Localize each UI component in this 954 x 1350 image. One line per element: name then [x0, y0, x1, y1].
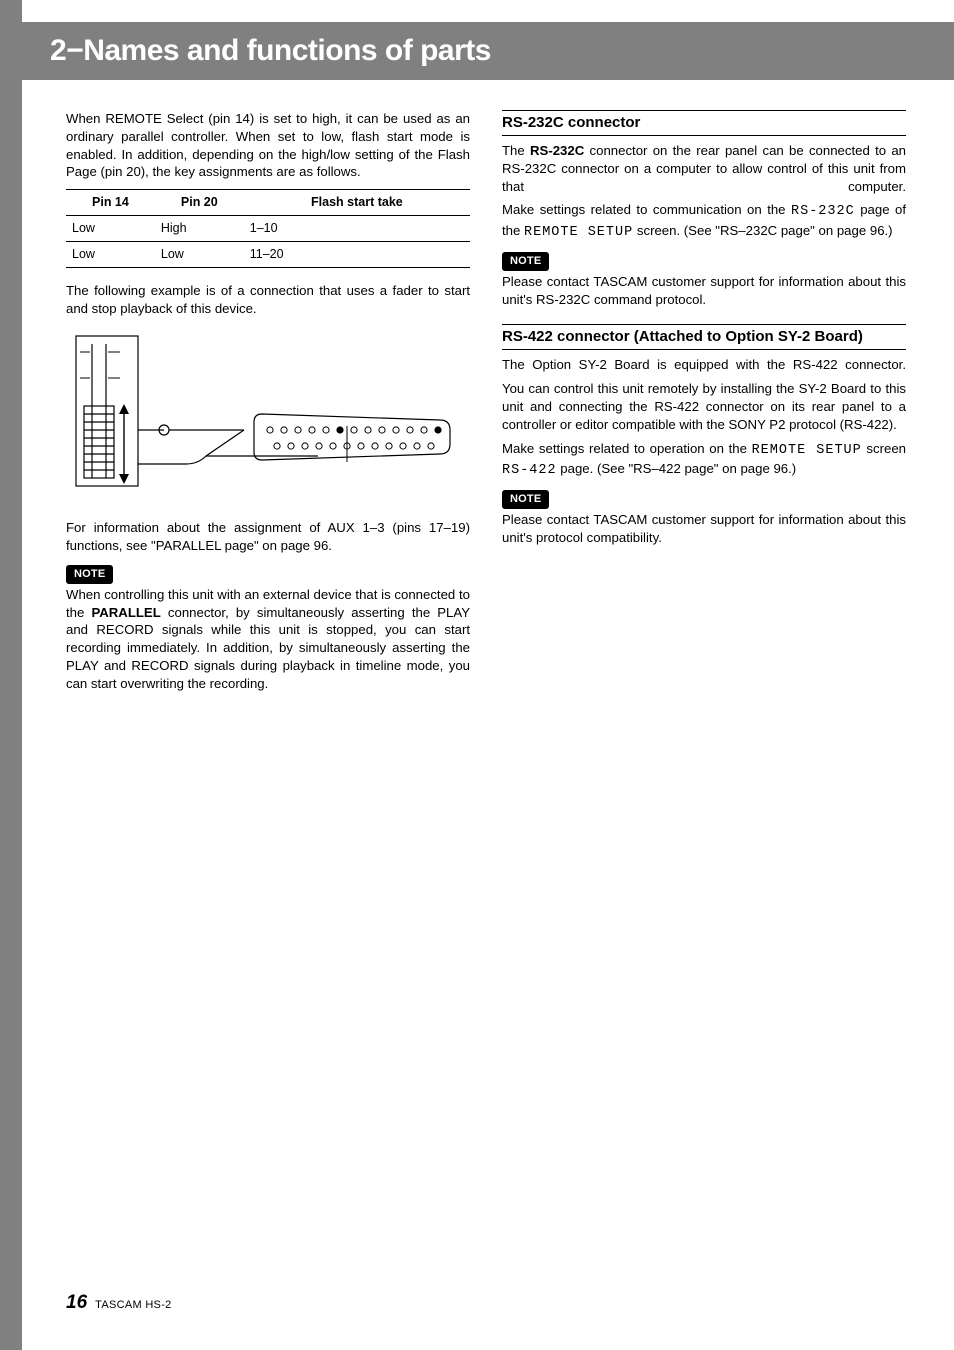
section-rule-thin	[502, 135, 906, 136]
th-pin20: Pin 20	[155, 190, 244, 216]
mono-text: REMOTE SETUP	[524, 225, 633, 240]
text: screen. (See "RS–232C page" on page 96.)	[633, 223, 892, 238]
rs422-p2: You can control this unit remotely by in…	[502, 380, 906, 433]
footer: 16 TASCAM HS-2	[66, 1292, 172, 1314]
page-number: 16	[66, 1292, 87, 1314]
th-flash: Flash start take	[244, 190, 470, 216]
text: Make settings related to operation on th…	[502, 441, 752, 456]
table-row: Low High 1–10	[66, 216, 470, 242]
flash-start-table: Pin 14 Pin 20 Flash start take Low High …	[66, 189, 470, 268]
text: Make settings related to communication o…	[502, 202, 791, 217]
table-row: Low Low 11–20	[66, 242, 470, 268]
footer-product: TASCAM HS-2	[95, 1299, 171, 1311]
td: 11–20	[244, 242, 470, 268]
content-columns: When REMOTE Select (pin 14) is set to hi…	[0, 80, 954, 699]
table-header-row: Pin 14 Pin 20 Flash start take	[66, 190, 470, 216]
header: 2−Names and functions of parts	[22, 0, 954, 80]
page: 2−Names and functions of parts When REMO…	[0, 0, 954, 1350]
section-rule-heavy	[502, 324, 906, 325]
section-title-rs422: RS-422 connector (Attached to Option SY-…	[502, 328, 906, 346]
rs232c-note: Please contact TASCAM customer support f…	[502, 273, 906, 309]
td: Low	[155, 242, 244, 268]
mono-text: REMOTE SETUP	[752, 443, 862, 458]
rs422-p3: Make settings related to operation on th…	[502, 440, 906, 480]
note-paragraph: When controlling this unit with an exter…	[66, 586, 470, 693]
section-rule-thin	[502, 349, 906, 350]
right-column: RS-232C connector The RS-232C connector …	[502, 110, 906, 699]
parallel-connector-icon	[254, 414, 450, 460]
chapter-band: 2−Names and functions of parts	[22, 22, 954, 80]
aux-paragraph: For information about the assignment of …	[66, 519, 470, 555]
mono-text: RS-422	[502, 463, 557, 478]
note-badge: NOTE	[502, 490, 549, 509]
text: The	[502, 143, 530, 158]
fader-connector-diagram	[66, 330, 463, 497]
rs422-note: Please contact TASCAM customer support f…	[502, 511, 906, 547]
section-rule-heavy	[502, 110, 906, 111]
left-margin-bar	[0, 0, 22, 1350]
rs232c-p1: The RS-232C connector on the rear panel …	[502, 142, 906, 195]
th-pin14: Pin 14	[66, 190, 155, 216]
td: Low	[66, 216, 155, 242]
note-badge: NOTE	[502, 252, 549, 271]
chapter-title: 2−Names and functions of parts	[50, 34, 491, 68]
fader-caption: The following example is of a connection…	[66, 282, 470, 318]
spacer	[502, 314, 906, 324]
section-title-rs232c: RS-232C connector	[502, 114, 906, 132]
left-column: When REMOTE Select (pin 14) is set to hi…	[66, 110, 470, 699]
fader-outline	[76, 336, 138, 486]
note-bold: PARALLEL	[91, 605, 160, 620]
td: Low	[66, 242, 155, 268]
td: 1–10	[244, 216, 470, 242]
text: page. (See "RS–422 page" on page 96.)	[557, 461, 797, 476]
rs232c-p2: Make settings related to communication o…	[502, 201, 906, 241]
intro-paragraph: When REMOTE Select (pin 14) is set to hi…	[66, 110, 470, 181]
rs422-p1: The Option SY-2 Board is equipped with t…	[502, 356, 906, 374]
text-bold: RS-232C	[530, 143, 584, 158]
mono-text: RS-232C	[791, 204, 855, 219]
text: screen	[862, 441, 906, 456]
note-badge: NOTE	[66, 565, 113, 584]
td: High	[155, 216, 244, 242]
